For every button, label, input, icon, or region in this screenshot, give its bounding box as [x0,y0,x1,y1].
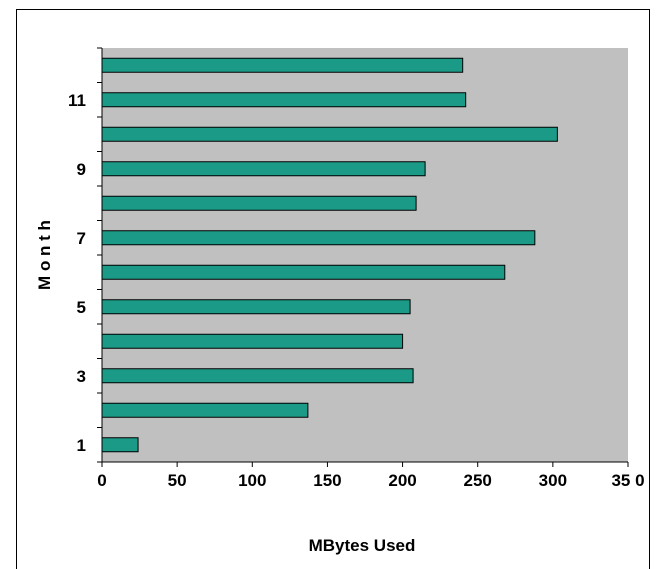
x-tick-label: 200 [388,471,416,490]
bar-month-10 [101,126,558,142]
x-tick-label: 300 [539,471,567,490]
x-axis-title: MBytes Used [309,536,416,555]
axes-group [97,47,629,467]
bar-month-3 [101,368,414,384]
bar-month-5 [101,299,411,315]
y-axis-title: M o n t h [35,220,54,290]
plot-area [102,48,628,462]
y-tick-label: 5 [77,298,86,317]
y-tick-label: 3 [77,367,86,386]
bar-month-2 [101,402,309,418]
bar-month-9 [101,161,426,177]
y-tick-labels: 1 3 5 7 9 11 [68,91,86,455]
bars-group [101,57,558,453]
x-tick-label: 0 [97,471,106,490]
bar-month-8 [101,195,417,211]
bar-month-1 [101,437,139,453]
bar-month-12 [101,57,464,73]
bar-month-4 [101,333,404,349]
bar-month-11 [101,92,467,108]
y-tick-label: 9 [77,160,86,179]
x-tick-label: 50 [168,471,187,490]
bar-month-6 [101,264,506,280]
y-tick-label: 11 [68,91,86,110]
bar-month-7 [101,230,536,246]
x-tick-labels: 0 50 100 150 200 250 300 35 0 [97,471,644,490]
y-tick-label: 1 [77,436,86,455]
x-tick-label: 150 [313,471,341,490]
x-tick-label: 35 0 [611,471,644,490]
y-tick-label: 7 [77,229,86,248]
x-tick-label: 100 [238,471,266,490]
x-tick-label: 250 [464,471,492,490]
